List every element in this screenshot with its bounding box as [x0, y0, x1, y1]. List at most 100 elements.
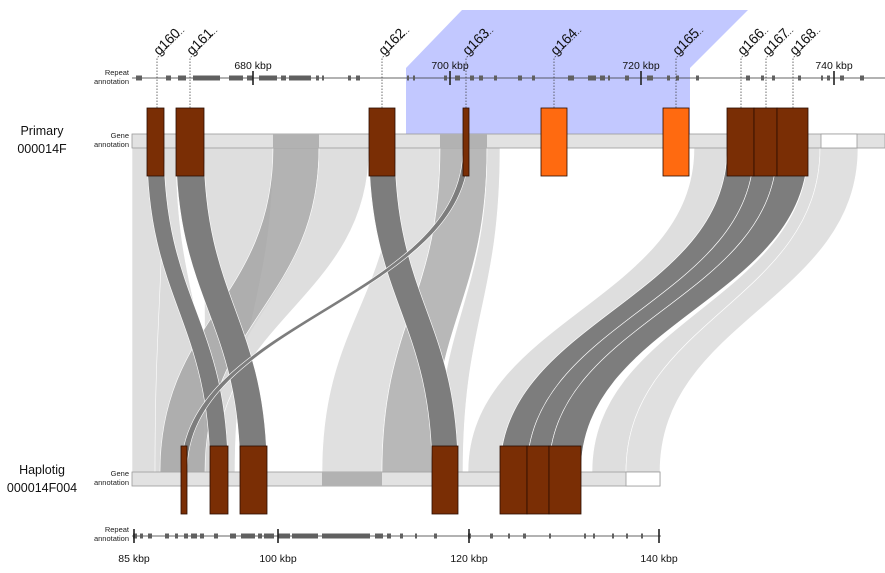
gene-leader-line	[675, 29, 705, 108]
repeat-element	[860, 75, 864, 81]
repeat-element	[494, 75, 497, 81]
haplotig-axis: 85 kbp 100 kbp 120 kbp 140 kbp	[118, 553, 678, 565]
repeat-element	[148, 533, 152, 539]
repeat-element	[193, 75, 220, 81]
gene-leader-line	[156, 29, 186, 108]
repeat-element	[479, 75, 483, 81]
primary-gene-block	[662, 107, 690, 177]
repeat-element	[387, 533, 391, 539]
repeat-element	[612, 533, 614, 539]
highlight-region	[406, 10, 748, 148]
gene-leader-line	[381, 29, 411, 108]
repeat-element	[641, 533, 643, 539]
repeat-element	[588, 75, 596, 81]
repeat-element	[407, 75, 409, 81]
haplotig-repeat-track	[132, 529, 661, 543]
haplotig-gene-block	[499, 445, 528, 515]
repeat-element	[626, 533, 628, 539]
haplotig-tick-label: 140 kbp	[640, 553, 678, 565]
primary-gene-block	[753, 107, 778, 177]
repeat-element	[136, 75, 142, 81]
repeat-element	[821, 75, 823, 81]
repeat-element	[322, 75, 324, 81]
repeat-element	[278, 533, 290, 539]
alignment-ribbons	[131, 147, 859, 473]
repeat-element	[289, 75, 311, 81]
primary-contig-id: 000014F	[17, 142, 67, 156]
gene-label: g167	[759, 25, 792, 58]
primary-repeat-track	[132, 71, 885, 85]
repeat-element	[490, 533, 493, 539]
primary-gene-blocks	[146, 107, 809, 177]
haplotig-gene-track-segment	[625, 471, 661, 487]
haplotig-tick-label: 85 kbp	[118, 553, 150, 565]
repeat-element	[827, 75, 830, 81]
repeat-element	[470, 75, 474, 81]
primary-gene-block	[462, 107, 470, 177]
primary-gene-block	[540, 107, 568, 177]
repeat-element	[746, 75, 750, 81]
haplotig-repeat-label: Repeat	[105, 525, 130, 534]
repeat-element	[772, 75, 775, 81]
repeat-element	[508, 533, 510, 539]
primary-gene-track-bar	[131, 133, 885, 149]
primary-gene-block	[776, 107, 809, 177]
primary-gene-block	[175, 107, 205, 177]
repeat-element	[175, 533, 178, 539]
repeat-element	[532, 75, 535, 81]
repeat-element	[178, 75, 186, 81]
repeat-element	[200, 533, 204, 539]
repeat-element	[375, 533, 383, 539]
primary-gene-track	[131, 133, 885, 149]
haplotig-gene-block	[180, 445, 188, 515]
repeat-element	[166, 75, 171, 81]
gene-leader-line	[765, 29, 795, 108]
repeat-element	[316, 75, 319, 81]
gene-label: g162	[375, 25, 408, 58]
repeat-element	[356, 75, 360, 81]
gene-leader-line	[465, 29, 495, 108]
repeat-element	[600, 75, 605, 81]
repeat-element	[584, 533, 586, 539]
primary-gene-track-segment	[820, 133, 858, 149]
repeat-element	[348, 75, 351, 81]
repeat-element	[568, 75, 574, 81]
repeat-element	[140, 533, 143, 539]
primary-gene-block	[368, 107, 396, 177]
repeat-element	[229, 75, 243, 81]
repeat-element	[400, 533, 403, 539]
primary-repeat-label: annotation	[94, 77, 129, 86]
repeat-element	[259, 75, 277, 81]
haplotig-gene-blocks	[180, 445, 582, 515]
gene-leader-line	[792, 29, 822, 108]
haplotig-gene-label: annotation	[94, 478, 129, 487]
primary-tick-label: 700 kbp	[431, 60, 469, 72]
repeat-element	[292, 533, 318, 539]
repeat-element	[798, 75, 801, 81]
gene-label: g160	[150, 25, 183, 58]
repeat-element	[133, 533, 137, 539]
haplotig-tick-label: 100 kbp	[259, 553, 297, 565]
haplotig-gene-track-segment	[322, 472, 382, 486]
repeat-element	[230, 533, 236, 539]
repeat-element	[625, 75, 629, 81]
repeat-element	[241, 533, 255, 539]
primary-gene-track-segment	[273, 134, 319, 148]
repeat-element	[676, 75, 679, 81]
repeat-element	[413, 75, 415, 81]
haplotig-repeat-label: annotation	[94, 534, 129, 543]
gene-label: g161	[183, 25, 216, 58]
repeat-element	[281, 75, 286, 81]
haplotig-gene-block	[209, 445, 229, 515]
repeat-element	[415, 533, 417, 539]
primary-repeat-label: Repeat	[105, 68, 130, 77]
primary-contig-name: Primary	[20, 124, 64, 138]
haplotig-gene-block	[431, 445, 459, 515]
primary-gene-block	[146, 107, 165, 177]
repeat-element	[549, 533, 551, 539]
primary-gene-block	[726, 107, 755, 177]
gene-leader-line	[740, 29, 770, 108]
repeat-element	[214, 533, 218, 539]
